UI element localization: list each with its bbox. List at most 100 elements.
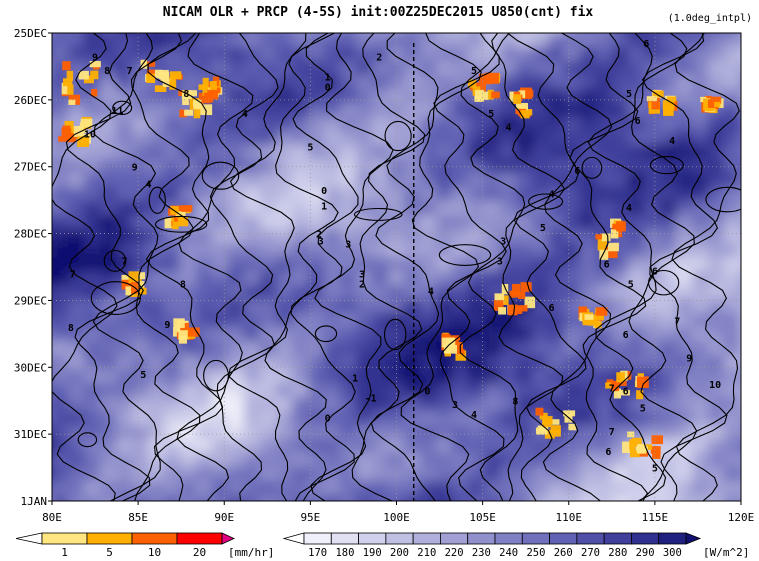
precip-colorbar-swatch (131, 532, 178, 545)
contour-line (65, 33, 151, 501)
contour-label: 5 (488, 109, 494, 120)
contour-line (310, 33, 394, 501)
contour-label: 4 (626, 203, 632, 214)
contour-label: 9 (92, 52, 98, 63)
y-axis: 25DEC 26DEC 27DEC 28DEC 29DEC 30DEC 31DEC 1JAN (14, 27, 52, 508)
precip-colorbar-label: 5 (106, 546, 113, 559)
olr-colorbar-swatch (412, 532, 441, 545)
olr-colorbar-swatch (576, 532, 605, 545)
contour-line (290, 33, 359, 501)
contour-label: 3 (452, 400, 458, 411)
y-tick-label: 28DEC (14, 228, 47, 241)
x-tick-label: 110E (556, 511, 583, 524)
contour-loop (154, 215, 208, 233)
contour-label: 1 (325, 72, 331, 83)
olr-colorbar-swatch (603, 532, 632, 545)
contour-line (52, 33, 118, 501)
contour-line (569, 33, 649, 501)
olr-colorbar-label: 220 (445, 547, 464, 559)
y-tick-label: 26DEC (14, 94, 47, 107)
contour-label: 4 (428, 286, 434, 297)
olr-colorbar-label: 260 (554, 547, 573, 559)
olr-colorbar-label: 270 (581, 547, 600, 559)
contour-label: 3 (345, 240, 351, 251)
contour-label: 4 (145, 179, 151, 190)
u850-contours (52, 33, 741, 501)
contour-label: 4 (471, 410, 477, 421)
olr-colorbar-unit: [W/m^2] (703, 546, 749, 559)
contour-label: 4 (505, 123, 511, 134)
x-tick-label: 80E (42, 511, 62, 524)
contour-line (228, 33, 307, 501)
contour-loop (203, 359, 229, 392)
figure-note: (1.0deg_intpl) (668, 13, 752, 24)
contour-label: 0 (325, 82, 331, 93)
contour-label: 5 (140, 370, 146, 381)
precip-colorbar-label: 10 (148, 546, 161, 559)
olr-colorbar-label: 180 (335, 547, 354, 559)
x-tick-label: 100E (383, 511, 410, 524)
contour-label: 3 (359, 270, 365, 281)
precip-colorbar-high-arrow (221, 532, 235, 545)
precip-field (58, 59, 724, 459)
precip-colorbar-unit: [mm/hr] (228, 546, 274, 559)
y-tick-label: 27DEC (14, 161, 47, 174)
precip-colorbar-swatch (41, 532, 88, 545)
contour-line (542, 33, 613, 501)
contour-label: 6 (574, 166, 580, 177)
contour-label: 4 (242, 109, 248, 120)
contour-label: 5 (628, 280, 634, 291)
contour-label: 6 (605, 447, 611, 458)
contour-label: 3 (497, 256, 503, 267)
y-tick-label: 29DEC (14, 294, 47, 307)
contour-label: 8 (180, 280, 186, 291)
contour-loop (438, 244, 492, 266)
contour-label: 4 (549, 189, 555, 200)
contour-label: 0 (424, 387, 430, 398)
olr-colorbar-low-arrow (282, 532, 305, 545)
olr-colorbar-label: 250 (526, 547, 545, 559)
olr-colorbar-label: 230 (472, 547, 491, 559)
contour-label: 4 (669, 136, 675, 147)
contour-line (400, 33, 482, 501)
contour-label: 5 (307, 143, 313, 154)
contour-label: 7 (609, 383, 615, 394)
contour-label: 8 (68, 323, 74, 334)
contour-label: 9 (132, 163, 138, 174)
contour-label: 8 (512, 397, 518, 408)
contour-loop (353, 207, 403, 221)
contour-line (176, 33, 254, 501)
contour-label: 7 (674, 316, 680, 327)
olr-colorbar-label: 290 (636, 547, 655, 559)
contour-label: 7 (609, 427, 615, 438)
contour-label: 6 (652, 266, 658, 277)
olr-colorbar-swatch (358, 532, 387, 545)
contour-label: 10 (84, 129, 96, 140)
contour-label: 10 (709, 380, 721, 391)
contour-label: 5 (626, 89, 632, 100)
contour-label: 3 (318, 236, 324, 247)
y-tick-label: 25DEC (14, 27, 47, 40)
contour-label: 6 (549, 303, 555, 314)
contour-loop (201, 161, 240, 190)
olr-colorbar-swatch (303, 532, 332, 545)
contour-line (92, 33, 161, 501)
contour-line (370, 33, 440, 501)
contour-line (209, 33, 279, 501)
precip-colorbar-label: 1 (61, 546, 68, 559)
contour-label: 7 (70, 270, 76, 281)
precip-colorbar-swatch (86, 532, 133, 545)
contour-line (459, 33, 526, 501)
olr-colorbar-label: 240 (499, 547, 518, 559)
contour-label: 6 (604, 260, 610, 271)
x-tick-label: 95E (300, 511, 320, 524)
olr-colorbar-label: 280 (608, 547, 627, 559)
contour-label: 9 (686, 353, 692, 364)
olr-colorbar-swatch (521, 532, 550, 545)
contour-loop (148, 186, 166, 214)
contour-label: 5 (540, 223, 546, 234)
contour-loop (103, 249, 127, 272)
olr-colorbar-swatch (440, 532, 469, 545)
